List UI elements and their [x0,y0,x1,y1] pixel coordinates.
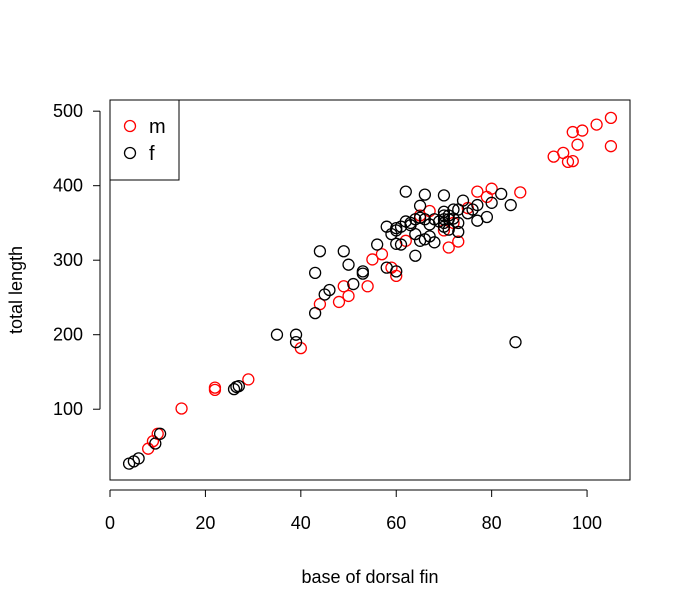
data-point-m [337,280,350,293]
data-point-m [452,235,465,248]
data-point-f [509,336,522,349]
data-point-m [361,280,374,293]
data-point-f [485,196,498,209]
legend-label-f: f [149,143,155,165]
data-point-f [313,245,327,258]
data-point-f [132,452,145,465]
x-axis-title: base of dorsal fin [301,567,438,587]
data-point-f [428,236,441,249]
data-point-f [308,306,322,320]
data-point-f [390,265,403,278]
data-point-f [504,198,517,212]
data-point-f [289,328,303,341]
data-point-m [571,138,584,151]
data-point-m [566,125,579,139]
data-point-f [480,210,494,224]
x-axis: 0 20 40 60 80 100 [105,489,602,533]
data-point-f [337,245,350,258]
legend-box [109,99,180,181]
y-tick-label: 300 [53,250,83,270]
data-point-m [332,295,346,309]
y-tick-label: 400 [53,176,83,196]
data-point-f [418,188,432,201]
data-point-f [323,283,336,297]
y-axis: 100 200 300 400 500 [53,101,101,419]
data-point-m [471,185,484,198]
y-tick-label: 200 [53,325,83,345]
data-point-m [566,154,579,168]
x-tick-label: 20 [195,513,215,533]
y-tick-label: 500 [53,101,83,121]
legend-label-m: m [149,116,166,138]
data-point-f [399,185,412,198]
data-point-m [175,402,188,415]
data-point-m [366,253,379,266]
data-point-m [390,269,403,282]
data-point-m [604,140,618,153]
data-point-f [452,216,465,230]
data-point-f [394,238,408,251]
data-point-m [514,186,527,199]
data-point-m [242,373,255,386]
data-point-m [561,155,575,168]
plot-box [109,99,631,481]
data-point-m [375,248,389,261]
legend: m f [109,99,180,181]
data-point-f [308,266,322,280]
data-point-f [356,265,369,278]
data-point-f [153,427,167,440]
y-axis-title: total length [6,246,26,334]
data-point-f [149,437,162,450]
data-point-m [442,241,455,254]
x-tick-label: 80 [482,513,502,533]
data-point-m [208,381,222,394]
data-point-f [318,288,331,301]
x-tick-label: 40 [291,513,311,533]
data-point-f [347,277,360,291]
data-point-f [447,203,460,216]
data-point-f [342,258,355,271]
data-point-f [289,336,303,349]
x-tick-label: 100 [572,513,602,533]
data-point-m [590,118,603,131]
x-tick-label: 0 [105,513,115,533]
data-point-f [413,199,427,212]
data-point-f [495,187,508,201]
data-point-f [471,198,484,212]
data-point-f [409,213,422,226]
x-tick-label: 60 [386,513,406,533]
data-point-f [371,238,384,251]
data-point-f [437,189,451,202]
legend-marker-m [123,119,137,133]
data-point-f [270,328,284,341]
legend-marker-f [123,146,137,160]
data-point-m [604,111,618,125]
data-point-f [452,225,465,239]
data-point-f [390,222,403,235]
data-point-f [232,379,245,393]
data-point-f [390,237,403,250]
data-point-f [456,194,470,207]
y-tick-label: 100 [53,399,83,419]
data-point-m [576,124,589,137]
data-point-m [485,182,498,195]
data-point-f [413,211,427,224]
data-point-m [342,289,355,303]
data-point-f [409,249,422,262]
data-points [122,111,618,470]
